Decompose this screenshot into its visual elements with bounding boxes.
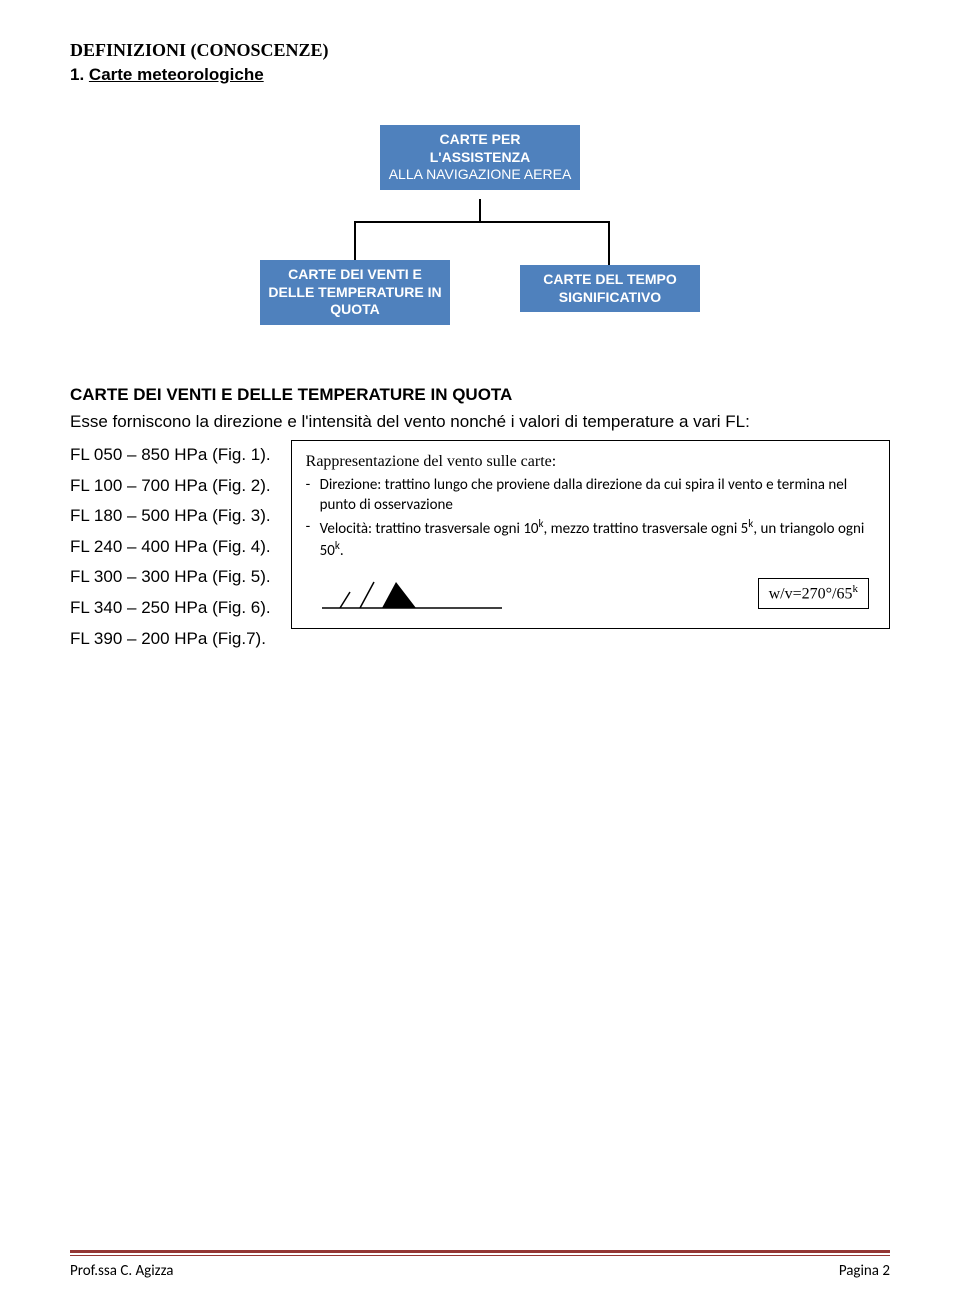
diagram-box-right: CARTE DEL TEMPO SIGNIFICATIVO: [520, 265, 700, 312]
info-b2b: , mezzo trattino trasversale ogni 5: [544, 520, 749, 538]
diagram-connector: [354, 221, 610, 223]
section-title: CARTE DEI VENTI E DELLE TEMPERATURE IN Q…: [70, 385, 890, 405]
heading-number: 1.: [70, 65, 84, 84]
diagram-top-line2: L'ASSISTENZA: [386, 149, 574, 167]
footer-rule: [70, 1250, 890, 1253]
info-box: Rappresentazione del vento sulle carte: …: [291, 440, 890, 629]
diagram-box-top: CARTE PER L'ASSISTENZA ALLA NAVIGAZIONE …: [380, 125, 580, 190]
intro-text: Esse forniscono la direzione e l'intensi…: [70, 411, 890, 434]
info-bullet-velocita: Velocità: trattino trasversale ogni 10k,…: [306, 517, 875, 562]
diagram-connector: [608, 221, 610, 265]
fl-line: FL 180 – 500 HPa (Fig. 3).: [70, 501, 271, 532]
diagram-right-text: CARTE DEL TEMPO SIGNIFICATIVO: [526, 271, 694, 306]
heading-title: Carte meteorologiche: [89, 65, 264, 84]
diagram-top-line3: ALLA NAVIGAZIONE AEREA: [386, 166, 574, 184]
info-bullet-direzione: Direzione: trattino lungo che proviene d…: [306, 475, 875, 516]
footer-author: Prof.ssa C. Agizza: [70, 1262, 173, 1280]
info-title: Rappresentazione del vento sulle carte:: [306, 451, 875, 473]
wind-label: w/v=270°/65k: [758, 578, 869, 609]
diagram-left-text: CARTE DEI VENTI E DELLE TEMPERATURE IN Q…: [266, 266, 444, 319]
diagram-top-line1: CARTE PER: [386, 131, 574, 149]
fl-line: FL 050 – 850 HPa (Fig. 1).: [70, 440, 271, 471]
fl-list: FL 050 – 850 HPa (Fig. 1). FL 100 – 700 …: [70, 440, 271, 654]
diagram-connector: [479, 199, 481, 221]
diagram-box-left: CARTE DEI VENTI E DELLE TEMPERATURE IN Q…: [260, 260, 450, 325]
footer-page: Pagina 2: [839, 1262, 890, 1280]
wind-label-text: w/v=270°/65: [769, 585, 853, 602]
footer-rule: [70, 1255, 890, 1256]
info-b2a: Velocità: trattino trasversale ogni 10: [320, 520, 539, 538]
info-sup: k: [335, 539, 340, 552]
org-diagram: CARTE PER L'ASSISTENZA ALLA NAVIGAZIONE …: [220, 125, 740, 335]
heading-definizioni: DEFINIZIONI (CONOSCENZE): [70, 40, 890, 61]
wind-barb-icon: [312, 574, 512, 614]
fl-line: FL 300 – 300 HPa (Fig. 5).: [70, 562, 271, 593]
fl-line: FL 240 – 400 HPa (Fig. 4).: [70, 532, 271, 563]
heading-section-1: 1. Carte meteorologiche: [70, 65, 890, 85]
wind-label-sup: k: [853, 583, 859, 595]
fl-line: FL 390 – 200 HPa (Fig.7).: [70, 624, 271, 655]
fl-line: FL 100 – 700 HPa (Fig. 2).: [70, 471, 271, 502]
diagram-connector: [354, 221, 356, 260]
fl-line: FL 340 – 250 HPa (Fig. 6).: [70, 593, 271, 624]
page-footer: Prof.ssa C. Agizza Pagina 2: [70, 1250, 890, 1280]
